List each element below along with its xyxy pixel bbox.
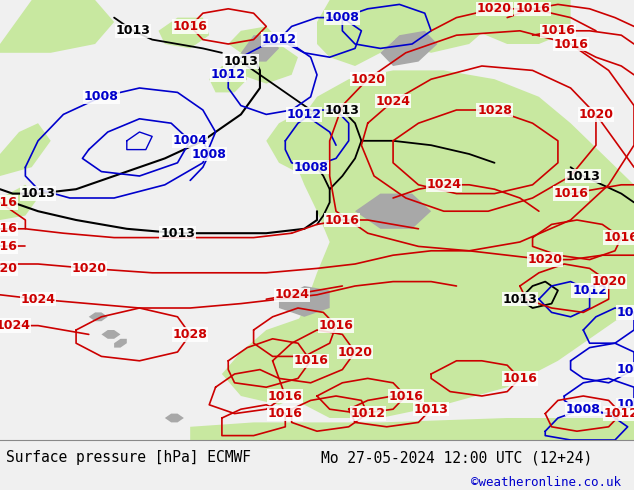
Text: 1008: 1008 [293, 161, 328, 173]
Polygon shape [158, 18, 209, 49]
Polygon shape [209, 66, 247, 93]
Polygon shape [235, 44, 298, 84]
Polygon shape [266, 110, 368, 176]
Text: 1016: 1016 [172, 20, 208, 33]
Polygon shape [279, 286, 330, 317]
Polygon shape [190, 418, 634, 440]
Text: 1016: 1016 [325, 214, 360, 226]
Text: 1020: 1020 [71, 262, 107, 275]
Text: 1016: 1016 [318, 319, 354, 332]
Text: 1016: 1016 [515, 2, 550, 15]
Text: 1004: 1004 [172, 134, 208, 147]
Text: 1013: 1013 [566, 170, 601, 182]
Text: 1016: 1016 [293, 354, 328, 368]
Polygon shape [355, 194, 431, 229]
Text: Surface pressure [hPa] ECMWF: Surface pressure [hPa] ECMWF [6, 450, 251, 465]
Text: 1012: 1012 [350, 407, 385, 420]
Text: 1016: 1016 [553, 187, 588, 200]
Polygon shape [241, 35, 279, 62]
Text: 1024: 1024 [375, 95, 411, 108]
Polygon shape [228, 26, 279, 53]
Text: 1016: 1016 [0, 196, 18, 209]
Polygon shape [476, 0, 571, 44]
Text: 1020: 1020 [477, 2, 512, 15]
Text: 1013: 1013 [160, 227, 195, 240]
Polygon shape [89, 313, 108, 321]
Text: 1024: 1024 [0, 319, 30, 332]
Text: 1020: 1020 [350, 73, 385, 86]
Text: 1008: 1008 [84, 90, 119, 103]
Text: 1013: 1013 [223, 55, 259, 68]
Text: ©weatheronline.co.uk: ©weatheronline.co.uk [471, 476, 621, 489]
Polygon shape [222, 317, 342, 405]
Polygon shape [0, 123, 51, 176]
Text: 1020: 1020 [0, 262, 18, 275]
Text: 1016: 1016 [540, 24, 576, 37]
Text: 1012: 1012 [604, 407, 634, 420]
Text: 1012: 1012 [210, 68, 246, 81]
Text: Mo 27-05-2024 12:00 UTC (12+24): Mo 27-05-2024 12:00 UTC (12+24) [321, 450, 592, 465]
Polygon shape [317, 0, 412, 66]
Text: 1016: 1016 [0, 222, 18, 235]
Text: 1028: 1028 [172, 328, 208, 341]
Polygon shape [114, 339, 127, 347]
Polygon shape [380, 0, 495, 53]
Text: 1008: 1008 [616, 363, 634, 376]
Polygon shape [101, 330, 120, 339]
Text: 1028: 1028 [477, 103, 512, 117]
Text: 1016: 1016 [604, 231, 634, 244]
Text: 1013: 1013 [20, 187, 56, 200]
Text: 1008: 1008 [191, 147, 227, 161]
Text: 1016: 1016 [502, 372, 538, 385]
Text: 1024: 1024 [20, 293, 56, 306]
Polygon shape [0, 0, 114, 53]
Polygon shape [0, 185, 38, 220]
Polygon shape [165, 414, 184, 422]
Text: 1012: 1012 [261, 33, 297, 46]
Text: 1020: 1020 [578, 108, 614, 121]
Text: 1016: 1016 [553, 38, 588, 50]
Polygon shape [380, 31, 437, 66]
Text: 1020: 1020 [527, 253, 563, 266]
Text: 1016: 1016 [0, 240, 18, 253]
Text: 1008: 1008 [325, 11, 360, 24]
Text: 1013: 1013 [325, 103, 360, 117]
Text: 1016: 1016 [268, 390, 303, 402]
Text: 1013: 1013 [115, 24, 151, 37]
Text: 1013: 1013 [502, 293, 538, 306]
Polygon shape [279, 71, 634, 418]
Text: 1024: 1024 [426, 178, 462, 191]
Text: 1008: 1008 [616, 306, 634, 319]
Text: 1020: 1020 [591, 275, 626, 288]
Text: 1013: 1013 [413, 403, 449, 416]
Text: 1008: 1008 [566, 403, 601, 416]
Text: 1016: 1016 [388, 390, 424, 402]
Text: 1008: 1008 [616, 398, 634, 411]
Text: 1012: 1012 [287, 108, 322, 121]
Text: 1012: 1012 [572, 284, 607, 297]
Text: 1020: 1020 [337, 345, 373, 359]
Text: 1024: 1024 [274, 288, 309, 301]
Text: 1016: 1016 [268, 407, 303, 420]
